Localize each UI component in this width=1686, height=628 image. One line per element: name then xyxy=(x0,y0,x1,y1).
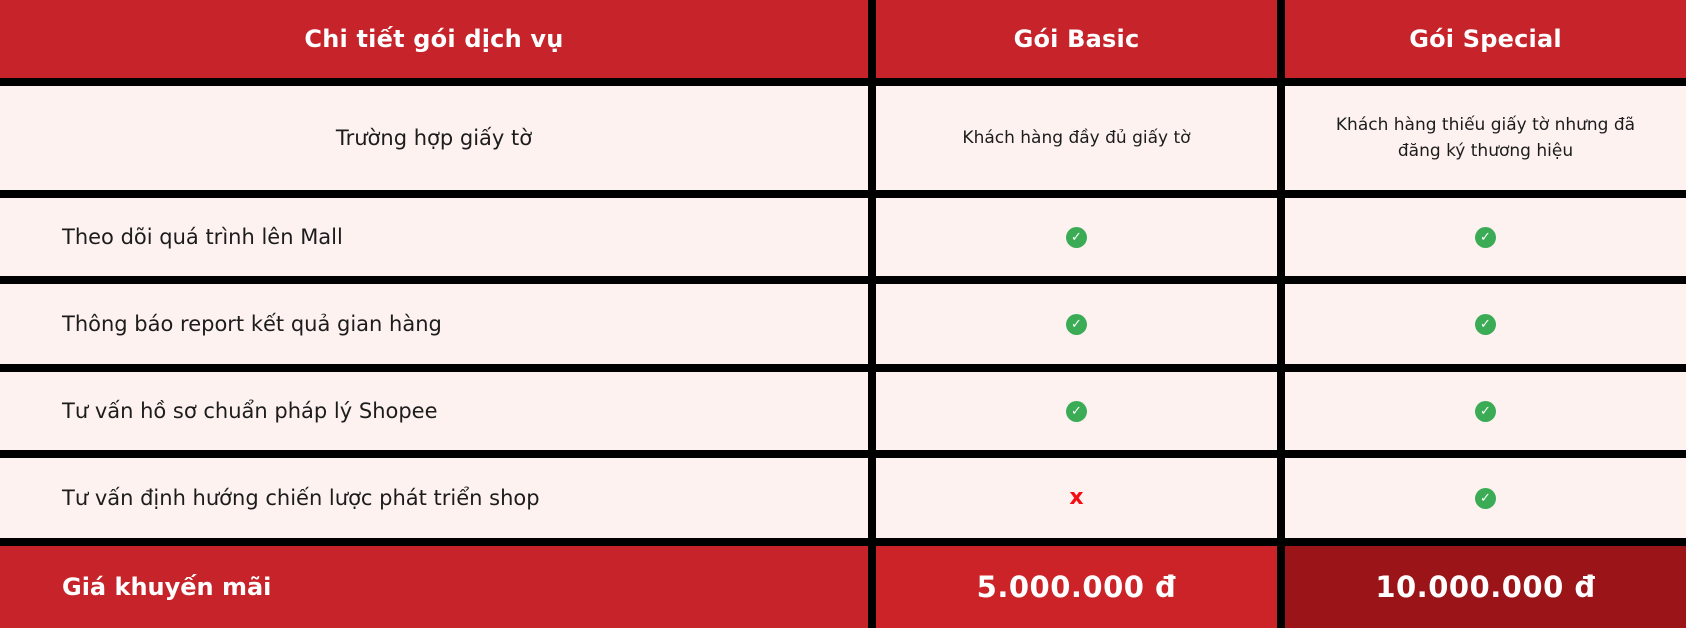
footer-special-price: 10.000.000 đ xyxy=(1285,546,1686,628)
check-glyph: ✓ xyxy=(1480,229,1491,245)
check-circle-icon: ✓ xyxy=(1475,487,1496,509)
check-glyph: ✓ xyxy=(1480,403,1491,419)
row-document-case-label: Trường hợp giấy tờ xyxy=(0,86,868,190)
row-strategy-label: Tư vấn định hướng chiến lược phát triển … xyxy=(0,458,868,538)
special-case-text: Khách hàng thiếu giấy tờ nhưng đã đăng k… xyxy=(1335,114,1636,161)
check-glyph: ✓ xyxy=(1480,316,1491,332)
check-glyph: ✓ xyxy=(1071,403,1082,419)
row-label-text: Theo dõi quá trình lên Mall xyxy=(62,225,343,249)
row-legal-consult-label: Tư vấn hồ sơ chuẩn pháp lý Shopee xyxy=(0,372,868,450)
basic-price-text: 5.000.000 đ xyxy=(976,570,1177,604)
row-label-text: Tư vấn định hướng chiến lược phát triển … xyxy=(62,486,540,510)
row-legal-consult-basic: ✓ xyxy=(876,372,1277,450)
header-goi-basic: Gói Basic xyxy=(876,0,1277,78)
row-report-basic: ✓ xyxy=(876,284,1277,364)
header-goi-special-label: Gói Special xyxy=(1409,25,1562,53)
row-strategy-special: ✓ xyxy=(1285,458,1686,538)
check-circle-icon: ✓ xyxy=(1066,226,1087,248)
row-label-text: Trường hợp giấy tờ xyxy=(335,126,533,150)
row-mall-tracking-special: ✓ xyxy=(1285,198,1686,276)
x-mark-icon: x xyxy=(1069,485,1084,510)
check-circle-icon: ✓ xyxy=(1475,400,1496,422)
footer-basic-price: 5.000.000 đ xyxy=(876,546,1277,628)
check-glyph: ✓ xyxy=(1071,316,1082,332)
row-mall-tracking-basic: ✓ xyxy=(876,198,1277,276)
row-report-special: ✓ xyxy=(1285,284,1686,364)
footer-promo-price-label: Giá khuyến mãi xyxy=(0,546,868,628)
check-circle-icon: ✓ xyxy=(1475,226,1496,248)
row-mall-tracking-label: Theo dõi quá trình lên Mall xyxy=(0,198,868,276)
footer-label-text: Giá khuyến mãi xyxy=(62,573,272,601)
row-document-case-basic: Khách hàng đầy đủ giấy tờ xyxy=(876,86,1277,190)
check-circle-icon: ✓ xyxy=(1066,313,1087,335)
row-label-text: Tư vấn hồ sơ chuẩn pháp lý Shopee xyxy=(62,399,438,423)
row-document-case-special: Khách hàng thiếu giấy tờ nhưng đã đăng k… xyxy=(1285,86,1686,190)
check-glyph: ✓ xyxy=(1480,490,1491,506)
row-legal-consult-special: ✓ xyxy=(1285,372,1686,450)
basic-case-text: Khách hàng đầy đủ giấy tờ xyxy=(962,127,1191,148)
header-goi-special: Gói Special xyxy=(1285,0,1686,78)
row-report-label: Thông báo report kết quả gian hàng xyxy=(0,284,868,364)
special-price-text: 10.000.000 đ xyxy=(1375,570,1596,604)
header-service-details: Chi tiết gói dịch vụ xyxy=(0,0,868,78)
header-service-details-label: Chi tiết gói dịch vụ xyxy=(304,25,564,53)
header-goi-basic-label: Gói Basic xyxy=(1013,25,1140,53)
row-strategy-basic: x xyxy=(876,458,1277,538)
check-circle-icon: ✓ xyxy=(1066,400,1087,422)
row-label-text: Thông báo report kết quả gian hàng xyxy=(62,312,442,336)
check-circle-icon: ✓ xyxy=(1475,313,1496,335)
check-glyph: ✓ xyxy=(1071,229,1082,245)
